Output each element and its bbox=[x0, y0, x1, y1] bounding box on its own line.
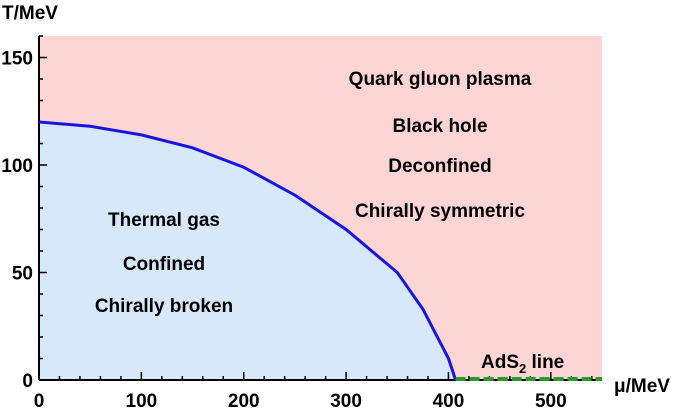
deconfined-label-deconfined: Deconfined bbox=[388, 156, 491, 177]
x-tick-label: 500 bbox=[535, 391, 567, 411]
x-axis-label: μ/MeV bbox=[614, 376, 670, 397]
x-tick-label: 200 bbox=[228, 391, 260, 411]
confined-label-confined: Confined bbox=[123, 254, 205, 275]
y-axis-label: T/MeV bbox=[2, 3, 58, 24]
confined-label-thermal-gas: Thermal gas bbox=[108, 210, 220, 231]
x-tick-label: 400 bbox=[433, 391, 465, 411]
x-tick-label: 300 bbox=[330, 391, 362, 411]
confined-region bbox=[39, 122, 456, 380]
y-tick-label: 50 bbox=[12, 264, 33, 285]
confined-label-chirally-broken: Chirally broken bbox=[95, 296, 233, 317]
x-tick-label: 100 bbox=[126, 391, 158, 411]
deconfined-label-chirally-symmetric: Chirally symmetric bbox=[355, 201, 525, 222]
y-tick-label: 150 bbox=[1, 49, 33, 70]
y-tick-label: 100 bbox=[1, 156, 33, 177]
y-tick-label: 0 bbox=[22, 371, 33, 392]
phase-transition-line bbox=[38, 120, 458, 381]
deconfined-label-qgp: Quark gluon plasma bbox=[349, 69, 532, 90]
deconfined-label-black-hole: Black hole bbox=[392, 116, 487, 137]
x-tick-label: 0 bbox=[34, 391, 45, 411]
ads2-label: AdS2 line bbox=[481, 352, 564, 376]
